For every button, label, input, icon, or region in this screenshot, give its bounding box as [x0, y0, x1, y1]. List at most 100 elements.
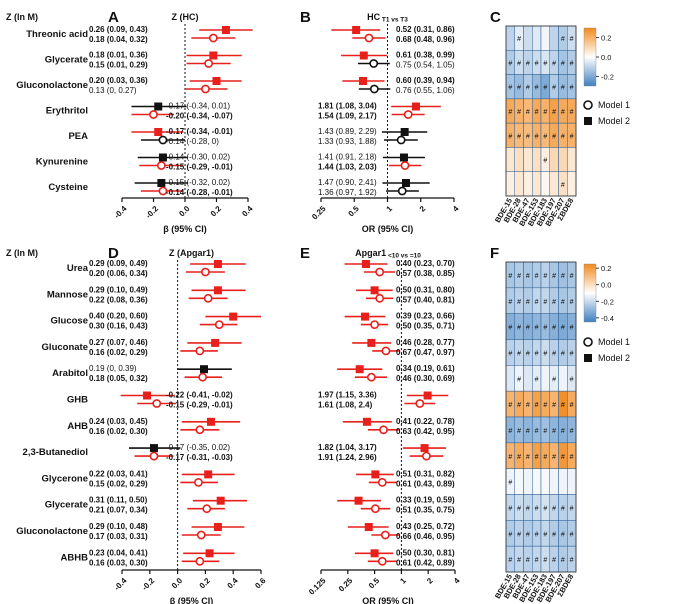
heatmap-cell-mark: #: [552, 325, 556, 332]
x-tick-label: 0.25: [337, 576, 355, 594]
model1-point: [195, 346, 205, 356]
model2-estimate: 1.41 (0.91, 2.18): [318, 153, 377, 162]
colorbar: 0.2 0.0 -0.2 -0.4: [583, 263, 614, 323]
model2-estimate: -0.22 (-0.41, -0.02): [166, 391, 233, 400]
model2-estimate: 1.81 (1.08, 3.04): [318, 102, 377, 111]
model1-estimate: 0.57 (0.40, 0.81): [396, 295, 455, 304]
heatmap-cell: [505, 147, 515, 172]
x-axis-label: β (95% CI): [170, 596, 214, 604]
heatmap-cell-mark: #: [570, 85, 574, 92]
model1-estimate: 0.46 (0.30, 0.69): [396, 374, 455, 383]
heatmap-cell-mark: #: [543, 325, 547, 332]
heatmap-cell-mark: #: [535, 299, 539, 306]
x-tick-label: -0.2: [140, 576, 157, 593]
model2-estimate: -0.17 (-0.34, 0.01): [166, 102, 230, 111]
x-tick-label: 2: [425, 576, 435, 586]
heatmap-cell: [523, 365, 533, 392]
heatmap-cell: [523, 147, 533, 172]
heatmap-cell-mark: #: [535, 85, 539, 92]
model2-estimate: 0.61 (0.38, 0.99): [396, 51, 455, 60]
heatmap-cell-mark: #: [561, 60, 565, 67]
heatmap-cell-mark: #: [517, 428, 521, 435]
metabolite-label: Mannose: [47, 289, 88, 300]
model2-point: [158, 153, 167, 162]
heatmap-cell-mark: #: [535, 133, 539, 140]
model2-point: [211, 338, 220, 347]
model2-estimate: 0.51 (0.31, 0.82): [396, 469, 455, 478]
colorbar-tick-label: -0.2: [601, 297, 614, 306]
heatmap-cell-mark: #: [552, 350, 556, 357]
heatmap-cell-mark: #: [561, 109, 565, 116]
model2-point: [399, 153, 408, 162]
heatmap-cell: [540, 171, 550, 197]
model1-point: [158, 135, 168, 145]
heatmap-cell: [505, 25, 515, 51]
model1-point: [201, 84, 210, 94]
model1-estimate: 1.54 (1.09, 2.17): [318, 112, 377, 121]
x-tick-label: 0.0: [170, 576, 185, 591]
metabolite-label: Glycerone: [42, 473, 88, 484]
heatmap-cell-mark: #: [517, 36, 521, 43]
heatmap-cell: [540, 25, 550, 51]
colorbar: 0.2 0.0 -0.2: [583, 27, 614, 87]
metabolite-label: Gluconate: [42, 342, 88, 353]
model1-estimate: 0.20 (0.06, 0.34): [89, 269, 148, 278]
heatmap-cell-mark: #: [570, 325, 574, 332]
heatmap-cell-mark: #: [535, 428, 539, 435]
x-tick-label: 0.4: [226, 576, 241, 591]
model1-estimate: 0.61 (0.43, 0.89): [396, 479, 455, 488]
model2-point: [206, 417, 215, 426]
heatmap-cell-mark: #: [526, 402, 530, 409]
heatmap-cell-mark: #: [526, 109, 530, 116]
model1-estimate: 0.22 (0.08, 0.36): [89, 295, 148, 304]
model1-point: [158, 186, 168, 196]
x-tick-label: 0.6: [253, 576, 268, 591]
panel-letter: D: [108, 245, 119, 262]
model2-point: [204, 470, 213, 479]
heatmap-cell-mark: #: [517, 109, 521, 116]
colorbar-tick-label: 0.0: [601, 53, 611, 62]
heatmap-cell-mark: #: [535, 376, 539, 383]
model1-estimate: 0.67 (0.47, 0.97): [396, 348, 455, 357]
model1-point: [204, 59, 214, 68]
model2-point: [352, 26, 361, 34]
model2-point: [420, 444, 429, 453]
heatmap-cell-mark: #: [543, 299, 547, 306]
heatmap-cell-mark: #: [517, 299, 521, 306]
legend-f: Model 1 Model 2: [583, 337, 630, 363]
model1-estimate: -0.17 (-0.31, -0.03): [166, 453, 233, 462]
heatmap-cell-mark: #: [543, 109, 547, 116]
colorbar-tick-label: 0.2: [601, 34, 611, 43]
colorbar-tick-label: 0.2: [601, 264, 611, 273]
heatmap-cell-mark: #: [561, 505, 565, 512]
heatmap-cell-mark: #: [535, 557, 539, 564]
heatmap-cell-mark: #: [570, 36, 574, 43]
x-tick-label: 1: [385, 204, 395, 214]
heatmap-cell-mark: #: [561, 531, 565, 538]
heatmap-cell-mark: #: [570, 505, 574, 512]
heatmap-cell-mark: #: [570, 60, 574, 67]
heatmap-cell-mark: #: [552, 505, 556, 512]
heatmap-cell-mark: #: [535, 402, 539, 409]
model2-estimate: 0.40 (0.20, 0.60): [89, 312, 148, 321]
model1-estimate: 0.76 (0.55, 1.06): [396, 86, 455, 95]
heatmap-cell-mark: #: [543, 428, 547, 435]
heatmap-cell-mark: #: [561, 428, 565, 435]
model1-point: [377, 556, 387, 566]
heatmap-cell-mark: #: [561, 557, 565, 564]
heatmap-cell: [514, 147, 524, 172]
x-tick-label: 0.5: [367, 576, 382, 591]
legend-model2-label: Model 2: [598, 353, 630, 363]
model1-point: [202, 504, 212, 514]
heatmap-cell-mark: #: [561, 273, 565, 280]
heatmap-cell-mark: #: [543, 158, 547, 165]
heatmap-cell-mark: #: [561, 325, 565, 332]
model1-estimate: 0.21 (0.07, 0.34): [89, 506, 148, 515]
legend-model2-marker: [584, 117, 592, 125]
row-label: Z (ln M): [6, 12, 38, 22]
heatmap-cell-mark: #: [535, 273, 539, 280]
model2-estimate: 0.26 (0.09, 0.43): [89, 25, 148, 34]
model2-estimate: -0.17 (-0.35, 0.02): [166, 443, 230, 452]
heatmap-cell-mark: #: [517, 505, 521, 512]
metabolite-label: Glycerate: [45, 55, 88, 66]
